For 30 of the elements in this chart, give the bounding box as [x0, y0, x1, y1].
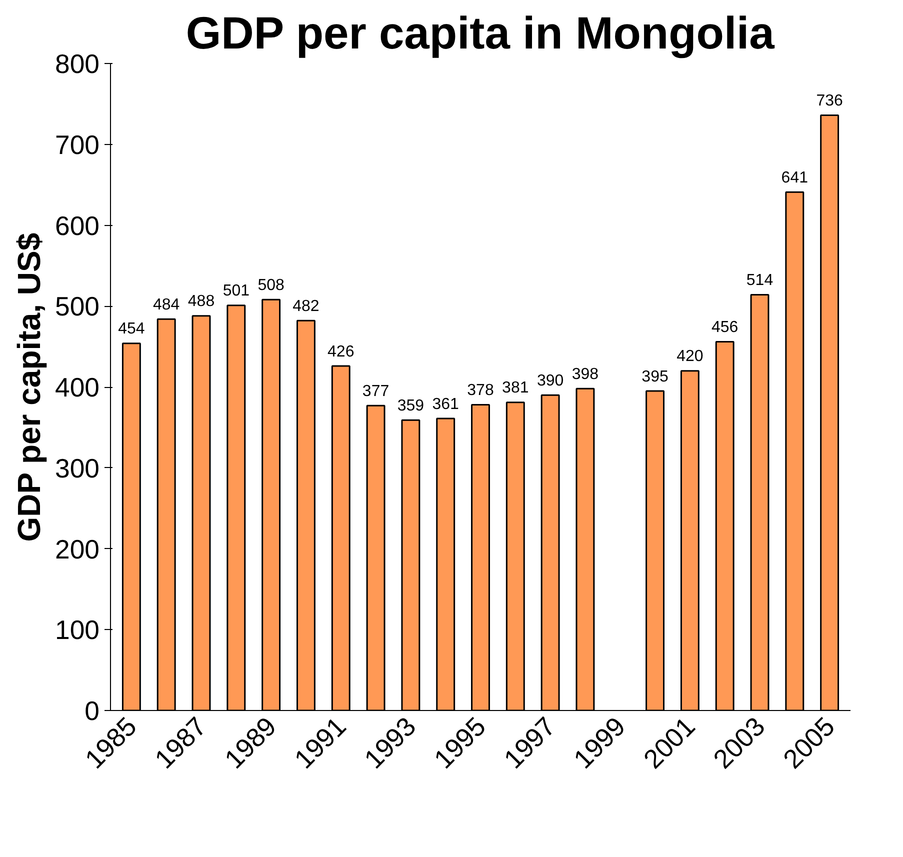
data-label: 501 [222, 282, 250, 300]
data-label: 426 [328, 343, 354, 360]
data-label: 736 [816, 92, 844, 110]
y-tick-label: 200 [55, 534, 100, 564]
data-label: 420 [676, 348, 704, 366]
data-label: 641 [781, 169, 808, 186]
y-tick-label: 600 [55, 210, 100, 241]
data-label: 395 [642, 368, 668, 386]
y-tick-label: 700 [55, 130, 100, 160]
data-label: 482 [292, 298, 320, 315]
data-label: 377 [362, 382, 390, 400]
y-tick-label: 800 [55, 49, 100, 79]
y-tick-label: 300 [55, 453, 100, 484]
data-label: 484 [153, 296, 180, 314]
data-label: 398 [572, 366, 599, 383]
data-label: 488 [188, 293, 215, 310]
y-tick-label: 400 [55, 372, 100, 402]
data-label: 381 [502, 380, 529, 397]
data-label: 514 [746, 272, 774, 290]
y-tick-label: 500 [55, 292, 100, 322]
data-label: 390 [536, 372, 564, 390]
data-label: 359 [397, 397, 424, 414]
data-label: 454 [118, 320, 145, 338]
data-label: 378 [467, 382, 494, 400]
data-label: 508 [258, 276, 285, 294]
y-axis-title: GDP per capita, US$ [11, 232, 48, 542]
y-tick-label: 100 [55, 615, 100, 646]
data-label: 456 [711, 319, 738, 336]
chart-title: GDP per capita in Mongolia [186, 8, 776, 58]
data-label: 361 [432, 396, 460, 413]
